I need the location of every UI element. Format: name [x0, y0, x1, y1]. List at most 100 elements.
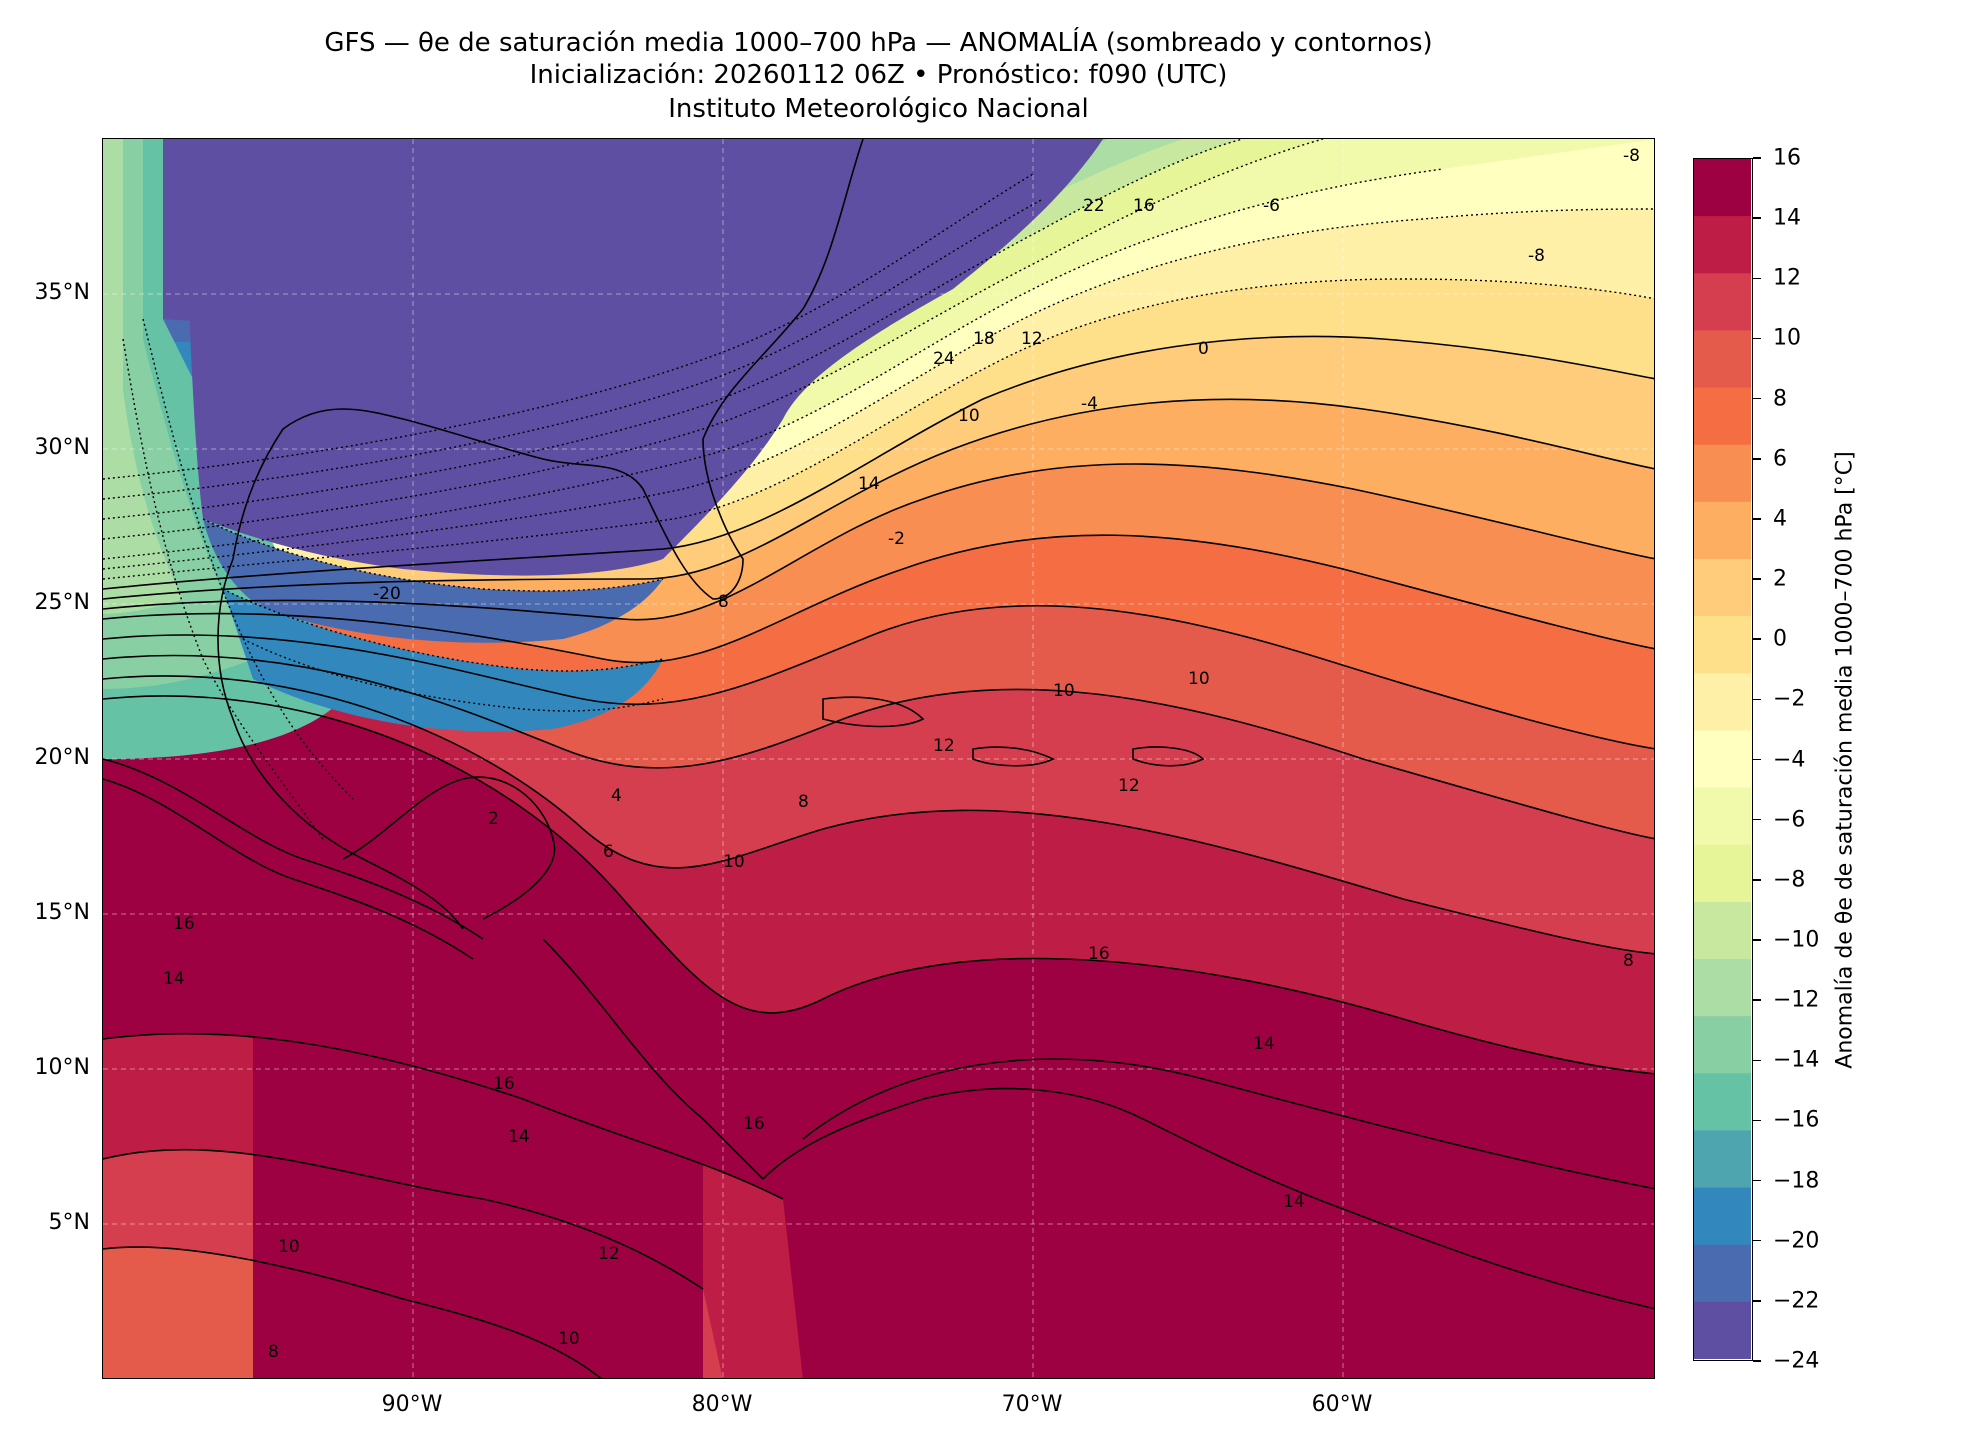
contour-label: -4	[1081, 394, 1098, 414]
contour-label: 14	[508, 1127, 530, 1147]
colorbar-tick-label: 4	[1773, 506, 1787, 532]
contour-label: 10	[1053, 681, 1075, 701]
contour-label: 14	[1253, 1034, 1275, 1054]
colorbar-svg	[1694, 159, 1751, 1360]
contour-label: 10	[958, 406, 980, 426]
colorbar-tick-label: 0	[1773, 626, 1787, 652]
field-gulf-cold	[183, 139, 1103, 576]
field-central-america	[253, 852, 703, 1378]
colorbar-segment	[1694, 559, 1751, 617]
colorbar-segment	[1694, 444, 1751, 503]
colorbar-segment	[1694, 730, 1751, 789]
colorbar-tick-mark	[1753, 999, 1761, 1001]
lon-tick-label: 70°W	[1001, 1392, 1063, 1417]
colorbar-tick-label: −24	[1773, 1348, 1820, 1374]
lat-tick-label: 35°N	[34, 280, 90, 305]
colorbar-segment	[1694, 216, 1751, 274]
contour-label: 12	[933, 736, 955, 756]
lat-tick-label: 25°N	[34, 590, 90, 615]
contour-label: 16	[493, 1074, 515, 1094]
colorbar-tick-mark	[1753, 939, 1761, 941]
contour-label: 16	[1133, 196, 1155, 216]
colorbar-segment	[1694, 1301, 1751, 1360]
colorbar-segment	[1694, 1073, 1751, 1132]
colorbar-tick-mark	[1753, 518, 1761, 520]
colorbar-tick-mark	[1753, 217, 1761, 219]
lon-tick-label: 90°W	[381, 1392, 443, 1417]
colorbar-segment	[1694, 787, 1751, 846]
positive-contours	[103, 335, 1654, 1378]
contour-label: 16	[1088, 944, 1110, 964]
colorbar-tick-mark	[1753, 638, 1761, 640]
colorbar-tick-mark	[1753, 397, 1761, 400]
colorbar-segment	[1694, 159, 1751, 217]
colorbar-tick-label: −8	[1773, 867, 1806, 893]
colorbar-tick-label: 6	[1773, 446, 1787, 472]
field-gulf-edge-2	[223, 589, 663, 732]
lat-tick-label: 30°N	[34, 435, 90, 460]
contour-label: 8	[798, 792, 809, 812]
colorbar-segment	[1694, 1244, 1751, 1303]
lat-tick-label: 15°N	[34, 900, 90, 925]
colorbar-tick-label: −6	[1773, 807, 1806, 833]
contour-label: 12	[1021, 329, 1043, 349]
contour-label: 14	[163, 969, 185, 989]
colorbar-tick-label: 10	[1773, 325, 1801, 351]
contour-label: -8	[1528, 246, 1545, 266]
contour-label: 16	[173, 914, 195, 934]
colorbar-tick-label: −20	[1773, 1228, 1820, 1254]
colorbar-segment	[1694, 387, 1751, 446]
colorbar-tick-label: −22	[1773, 1288, 1820, 1314]
colorbar-tick-mark	[1753, 1239, 1761, 1242]
field-gulf-edge	[203, 519, 663, 643]
field-mexico-cool-3	[103, 139, 183, 614]
colorbar-tick-label: −4	[1773, 747, 1806, 772]
contour-label: -2	[888, 529, 905, 549]
colorbar-segment	[1694, 901, 1751, 960]
contour-label: 8	[718, 592, 729, 612]
colorbar-tick-label: 12	[1773, 265, 1801, 291]
contour-label: 10	[723, 852, 745, 872]
colorbar-tick-mark	[1753, 698, 1761, 701]
map-svg: 22 16 -6 -8 24 18 12 0 10 -4 14 -2 -20 8…	[103, 139, 1654, 1378]
negative-contours	[103, 139, 1654, 840]
colorbar-tick-mark	[1753, 758, 1761, 761]
contour-label: 2	[488, 809, 499, 829]
figure-subtitle-init: Inicialización: 20260112 06Z • Pronóstic…	[529, 60, 1228, 90]
colorbar-segment	[1694, 1187, 1751, 1246]
colorbar-tick-mark	[1753, 879, 1761, 881]
contour-label-group: 22 16 -6 -8 24 18 12 0 10 -4 14 -2 -20 8…	[163, 146, 1640, 1362]
lat-tick-label: 5°N	[48, 1210, 90, 1235]
colorbar-segment	[1694, 616, 1751, 674]
lat-tick-label: 10°N	[34, 1055, 90, 1080]
colorbar-tick-label: −10	[1773, 927, 1820, 953]
colorbar-tick-mark	[1753, 818, 1761, 821]
colorbar-segment	[1694, 1130, 1751, 1189]
contour-label: 10	[278, 1237, 300, 1257]
colorbar-tick-mark	[1753, 157, 1761, 159]
contour-label: -20	[373, 584, 401, 604]
colorbar-tick-label: −14	[1773, 1047, 1820, 1073]
contour-label: 8	[268, 1342, 279, 1362]
colorbar-segment	[1694, 844, 1751, 903]
contour-label: 14	[1283, 1192, 1305, 1212]
contour-label: 4	[611, 786, 622, 806]
colorbar-tick-label: 8	[1773, 386, 1787, 412]
colorbar-segment	[1694, 673, 1751, 732]
lon-tick-label: 60°W	[1311, 1392, 1373, 1417]
colorbar-tick-mark	[1753, 1360, 1761, 1362]
colorbar-title: Anomalía de θe de saturación media 1000–…	[1832, 451, 1858, 1069]
lat-tick-label: 20°N	[34, 745, 90, 770]
figure-subtitle-institute: Instituto Meteorológico Nacional	[668, 94, 1089, 124]
contour-label: 24	[933, 349, 955, 369]
colorbar-tick-label: 2	[1773, 566, 1787, 592]
colorbar-tick-label: −16	[1773, 1107, 1820, 1133]
colorbar	[1693, 158, 1753, 1361]
colorbar-tick-label: 16	[1773, 145, 1801, 171]
contour-label: 8	[1623, 951, 1634, 971]
colorbar-tick-label: 14	[1773, 205, 1801, 231]
colorbar-segment	[1694, 501, 1751, 560]
contour-label: 12	[1118, 776, 1140, 796]
colorbar-tick-mark	[1753, 458, 1761, 460]
colorbar-tick-label: −2	[1773, 686, 1806, 712]
